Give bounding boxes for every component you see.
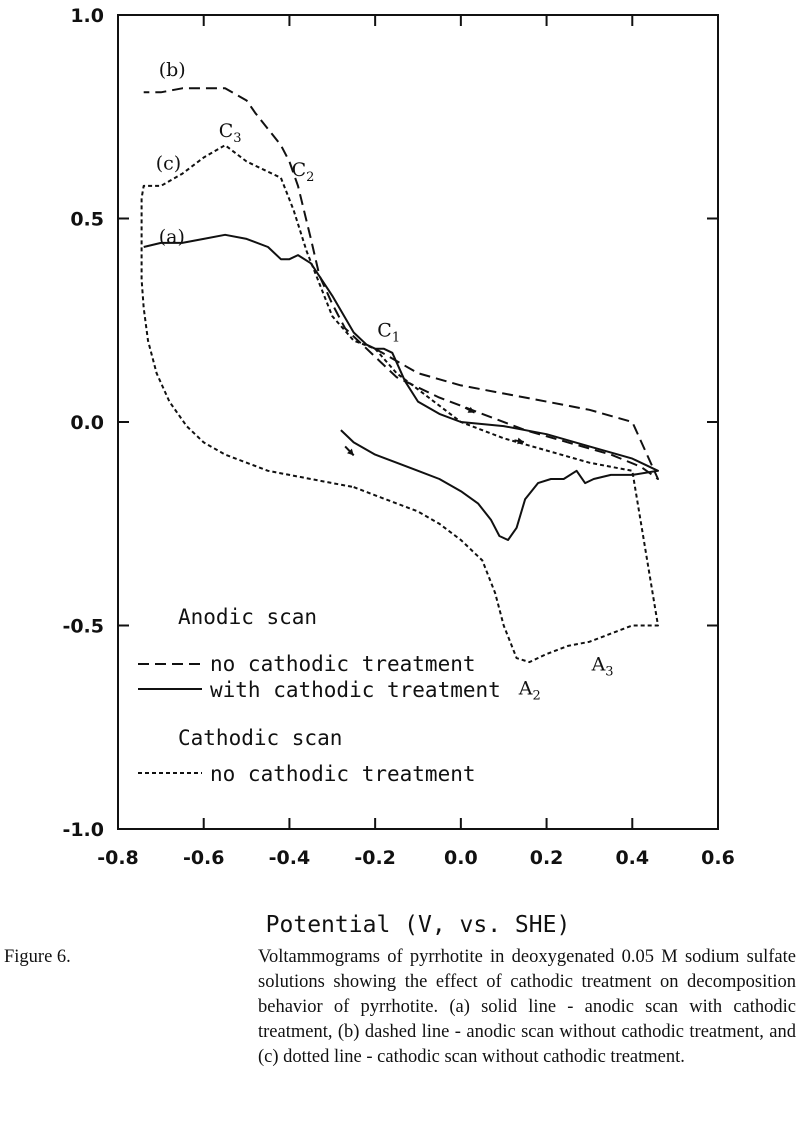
x-tick-label: -0.2 <box>354 847 396 869</box>
figure-caption-text: Voltammograms of pyrrhotite in deoxygena… <box>258 947 796 1067</box>
y-tick-label: 0.0 <box>70 412 104 434</box>
x-tick-label: 0.6 <box>701 847 735 869</box>
series-line-dotted <box>140 144 659 664</box>
x-tick-label: 0.4 <box>615 847 649 869</box>
axis-tick-labels: -0.8 -0.6 -0.4 -0.2 0.0 0.2 0.4 0.6 1.0 0.5 0.0 -0.… <box>62 5 734 869</box>
plot-frame <box>117 14 719 830</box>
scan-direction-arrows <box>344 406 525 457</box>
curve-annotation: C2 <box>292 159 315 185</box>
curve-annotation: C3 <box>219 120 242 146</box>
x-axis-title: Potential (V, vs. SHE) <box>266 912 571 938</box>
scan-arrow <box>514 437 525 445</box>
scan-arrow <box>464 406 476 414</box>
series-line-dashed <box>143 87 659 480</box>
legend-group-title-anodic: Anodic scan <box>178 605 317 629</box>
legend-label-dashed: no cathodic treatment <box>210 652 476 676</box>
y-tick-label: -0.5 <box>62 616 104 638</box>
curve-annotation: (b) <box>159 59 186 81</box>
curve-annotation: (a) <box>159 226 185 248</box>
legend-group-title-cathodic: Cathodic scan <box>178 726 342 750</box>
scan-arrow <box>344 445 355 457</box>
legend-label-dotted: no cathodic treatment <box>210 762 476 786</box>
x-tick-label: 0.2 <box>530 847 564 869</box>
data-series <box>140 87 659 664</box>
x-tick-label: 0.0 <box>444 847 478 869</box>
series-line-solid <box>143 233 659 541</box>
curve-annotation: (c) <box>156 153 181 175</box>
voltammogram-chart: -0.8 -0.6 -0.4 -0.2 0.0 0.2 0.4 0.6 1.0 0.5 0.0 -0.… <box>62 5 734 938</box>
y-tick-label: -1.0 <box>62 819 104 841</box>
y-tick-label: 0.5 <box>70 209 104 231</box>
figure-label: Figure 6. <box>4 947 71 967</box>
y-tick-label: 1.0 <box>70 5 104 27</box>
curve-annotations: (a) (b) (c) C1 C2 C3 A2 A3 <box>156 59 614 704</box>
legend-label-solid: with cathodic treatment <box>210 678 501 702</box>
x-tick-label: -0.8 <box>97 847 139 869</box>
curve-annotation: C1 <box>377 320 400 346</box>
x-tick-label: -0.4 <box>269 847 311 869</box>
x-tick-label: -0.6 <box>183 847 225 869</box>
curve-annotation: A2 <box>518 678 541 704</box>
axis-ticks <box>117 14 719 830</box>
curve-annotation: A3 <box>591 653 614 679</box>
legend: Anodic scan no cathodic treatment with c… <box>138 605 501 786</box>
